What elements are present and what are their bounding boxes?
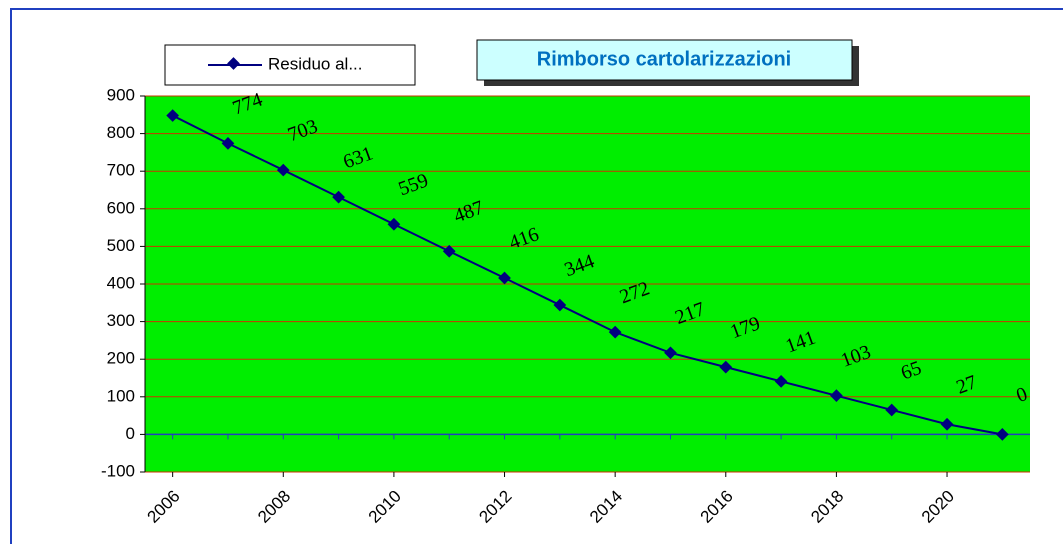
y-tick-label: 900 bbox=[107, 85, 135, 104]
plot-area: -100 0 100 200 300 400 500 600 700 800 900 2006 2008… bbox=[101, 85, 1030, 526]
x-tick-label: 2008 bbox=[254, 487, 294, 527]
y-tick-label: 800 bbox=[107, 123, 135, 142]
y-tick-label: 500 bbox=[107, 236, 135, 255]
y-tick-label: 700 bbox=[107, 161, 135, 180]
point-marker bbox=[221, 137, 235, 150]
y-tick-label: 600 bbox=[107, 198, 135, 217]
x-tick-label: 2020 bbox=[918, 487, 958, 527]
x-tick-label: 2014 bbox=[586, 487, 626, 527]
legend-marker bbox=[227, 57, 240, 70]
x-tick-label: 2006 bbox=[143, 487, 183, 527]
legend-label: Residuo al... bbox=[268, 54, 363, 73]
x-tick-label: 2012 bbox=[475, 487, 515, 527]
point-marker bbox=[166, 109, 180, 122]
series-line bbox=[172, 114, 1003, 436]
x-tick-label: 2016 bbox=[697, 487, 737, 527]
y-tick-label: 100 bbox=[107, 386, 135, 405]
point-marker bbox=[332, 190, 345, 204]
point-marker bbox=[498, 271, 511, 285]
legend-box bbox=[164, 44, 416, 86]
y-tick-label: 400 bbox=[107, 273, 135, 292]
point-marker bbox=[442, 244, 456, 258]
x-tick-label: 2018 bbox=[807, 487, 847, 527]
point-marker bbox=[276, 163, 290, 177]
y-tick-label: -100 bbox=[101, 461, 135, 480]
chart-title: Rimborso cartolarizzazioni bbox=[537, 48, 792, 70]
y-tick-label: 0 bbox=[126, 424, 135, 443]
point-marker bbox=[387, 217, 401, 231]
y-tick-label: 200 bbox=[107, 349, 135, 368]
x-tick-label: 2010 bbox=[365, 487, 405, 527]
y-tick-label: 300 bbox=[107, 311, 135, 330]
title-box bbox=[476, 39, 853, 81]
